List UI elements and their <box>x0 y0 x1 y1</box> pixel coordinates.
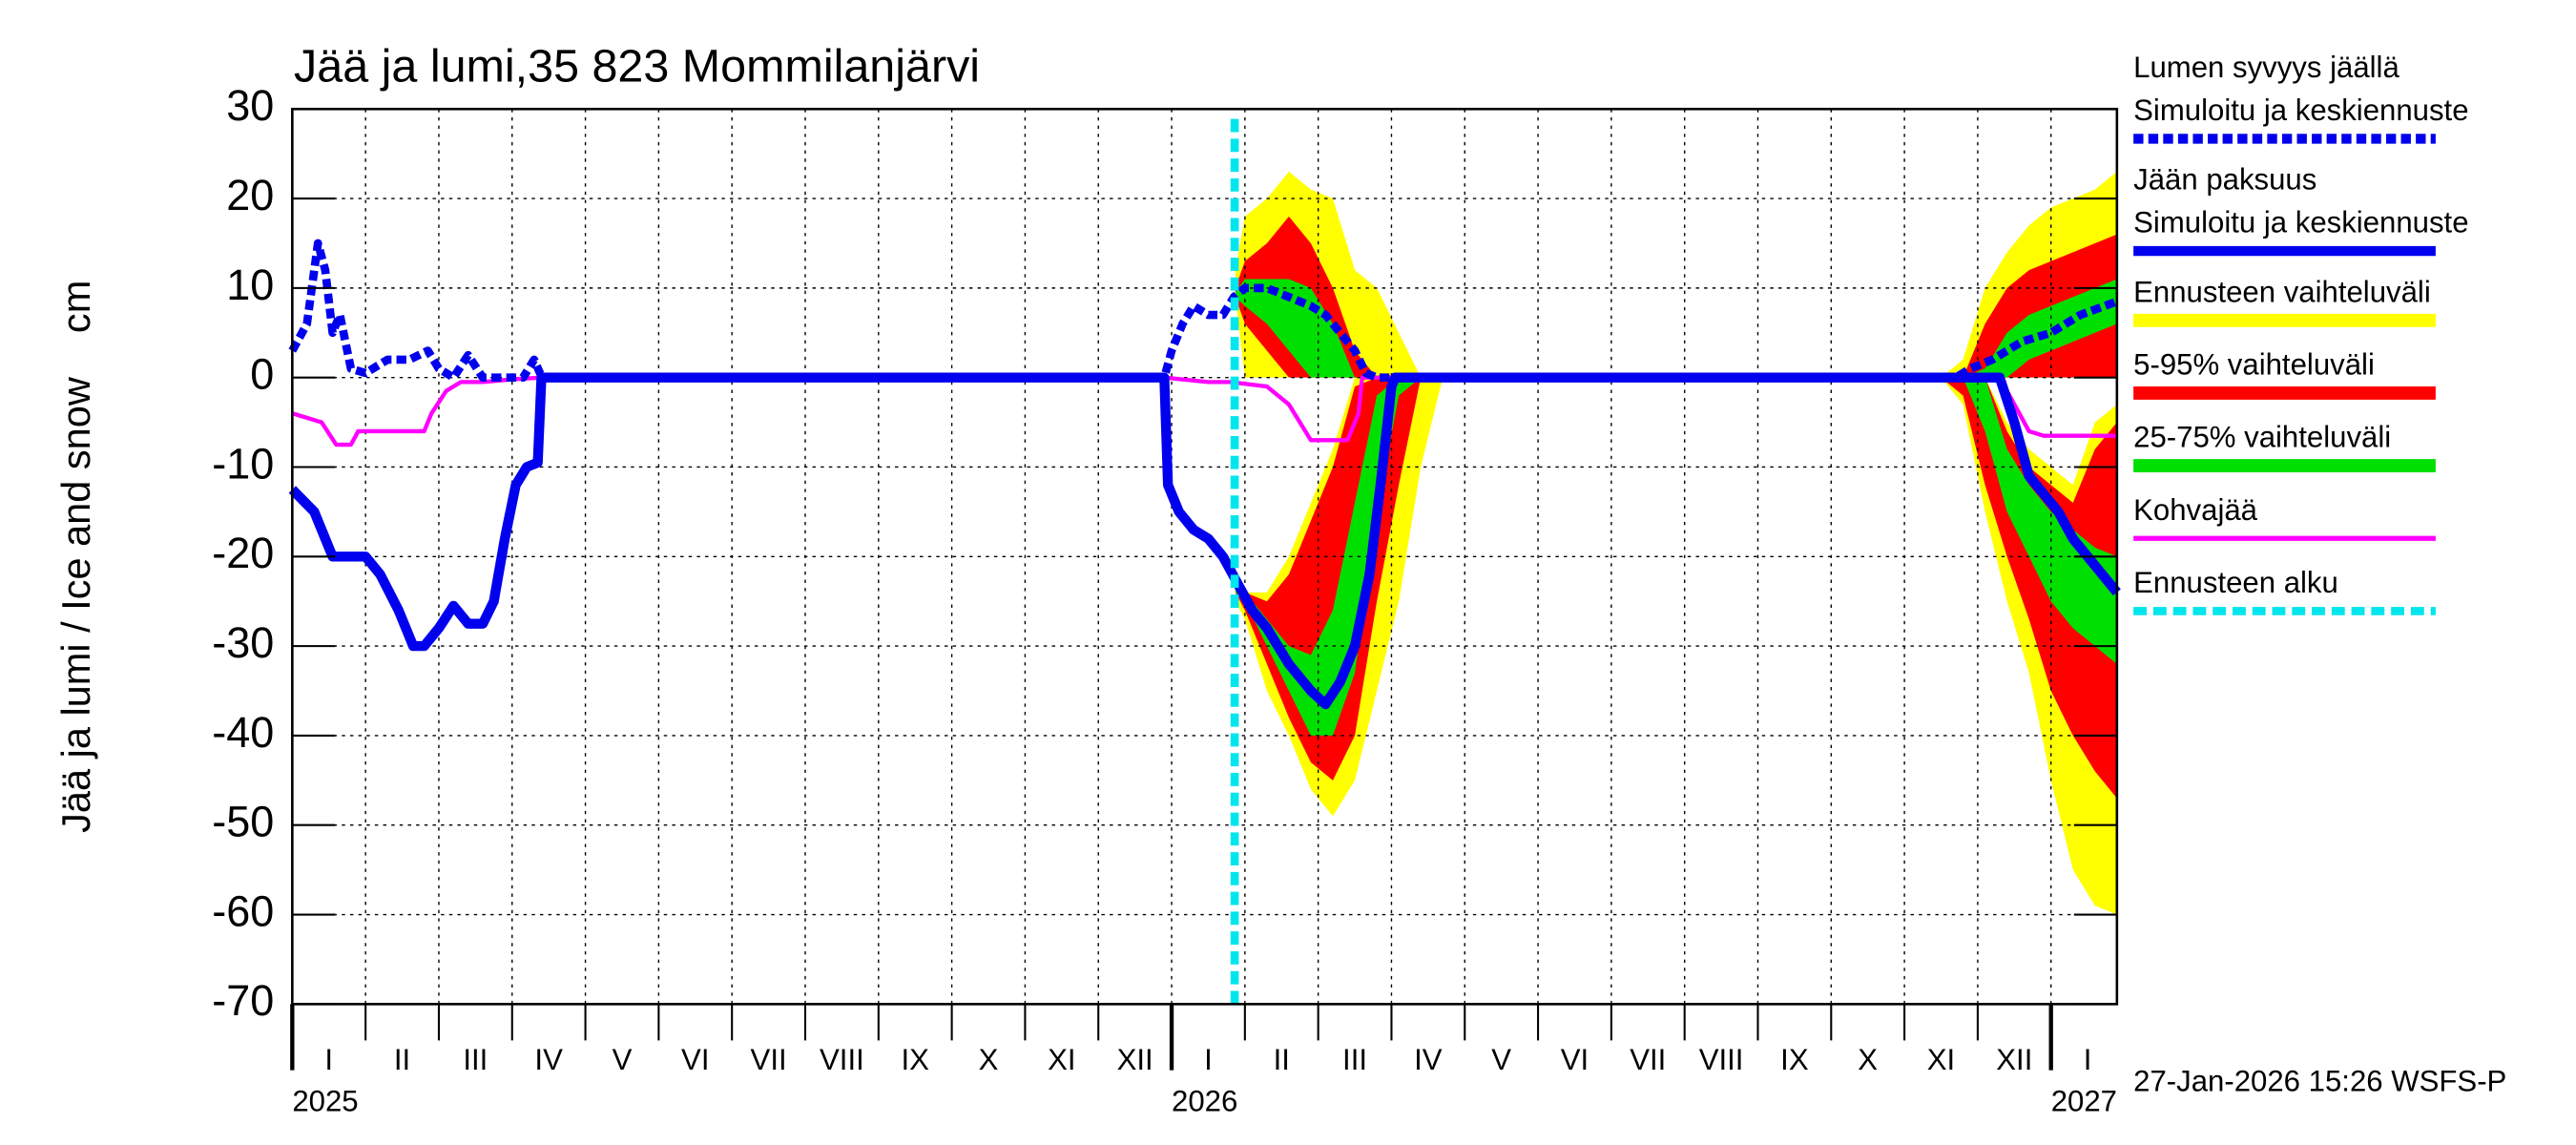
y-tick-label: -70 <box>212 976 274 1025</box>
y-tick-label: -20 <box>212 529 274 577</box>
x-tick-label: IV <box>1414 1043 1443 1076</box>
y-tick-label: -30 <box>212 618 274 667</box>
legend-label: Simuloitu ja keskiennuste <box>2133 206 2468 239</box>
y-tick-label: -50 <box>212 798 274 846</box>
footer: 27-Jan-2026 15:26 WSFS-P <box>2133 1065 2506 1098</box>
y-tick-label: -10 <box>212 439 274 488</box>
series-line <box>288 372 2121 710</box>
x-tick-label: III <box>1342 1043 1367 1076</box>
band-area <box>1235 279 2117 378</box>
year-label: 2027 <box>2051 1084 2117 1117</box>
x-tick-label: II <box>1274 1043 1290 1076</box>
legend-label: Ennusteen alku <box>2133 566 2338 599</box>
y-tick-label: 10 <box>226 260 274 309</box>
x-tick-label: XI <box>1927 1043 1955 1076</box>
y-tick-label: -40 <box>212 708 274 757</box>
legend-label: Ennusteen vaihteluväli <box>2133 275 2431 308</box>
x-tick-label: III <box>463 1043 488 1076</box>
chart-title: Jää ja lumi,35 823 Mommilanjärvi <box>294 41 980 93</box>
x-tick-label: VII <box>1630 1043 1666 1076</box>
x-tick-label: IX <box>901 1043 929 1076</box>
x-tick-label: V <box>613 1043 633 1076</box>
x-tick-label: IV <box>534 1043 563 1076</box>
x-tick-label: V <box>1491 1043 1511 1076</box>
legend-label: Jään paksuus <box>2133 163 2316 197</box>
x-tick-label: X <box>979 1043 999 1076</box>
plot-frame <box>291 107 2119 1006</box>
year-label: 2025 <box>292 1084 358 1117</box>
legend-label: 5-95% vaihteluväli <box>2133 347 2375 381</box>
x-tick-label: VI <box>1561 1043 1589 1076</box>
x-tick-label: VI <box>681 1043 709 1076</box>
x-tick-label: XI <box>1048 1043 1075 1076</box>
legend-label: Simuloitu ja keskiennuste <box>2133 94 2468 127</box>
legend-label: Lumen syvyys jäällä <box>2133 51 2399 84</box>
y-tick-label: -60 <box>212 886 274 935</box>
x-tick-label: IX <box>1780 1043 1809 1076</box>
y-tick-label: 30 <box>226 81 274 130</box>
x-tick-label: XII <box>1117 1043 1153 1076</box>
legend-label: Kohvajää <box>2133 493 2258 527</box>
y-axis-label: Jää ja lumi / Ice and snow cm <box>53 281 98 833</box>
year-label: 2026 <box>1172 1084 1237 1117</box>
series-line <box>291 375 2117 448</box>
x-tick-label: XII <box>1996 1043 2032 1076</box>
x-tick-label: I <box>2084 1043 2092 1076</box>
series-line <box>288 239 2119 383</box>
y-tick-label: 20 <box>226 171 274 219</box>
y-tick-label: 0 <box>250 350 274 399</box>
x-tick-label: VIII <box>820 1043 864 1076</box>
x-tick-label: X <box>1858 1043 1878 1076</box>
x-tick-label: VII <box>751 1043 787 1076</box>
x-tick-label: I <box>1204 1043 1213 1076</box>
x-tick-label: VIII <box>1699 1043 1744 1076</box>
x-tick-label: II <box>394 1043 410 1076</box>
legend-label: 25-75% vaihteluväli <box>2133 421 2391 454</box>
x-tick-label: I <box>324 1043 333 1076</box>
band-area <box>1235 377 2117 799</box>
